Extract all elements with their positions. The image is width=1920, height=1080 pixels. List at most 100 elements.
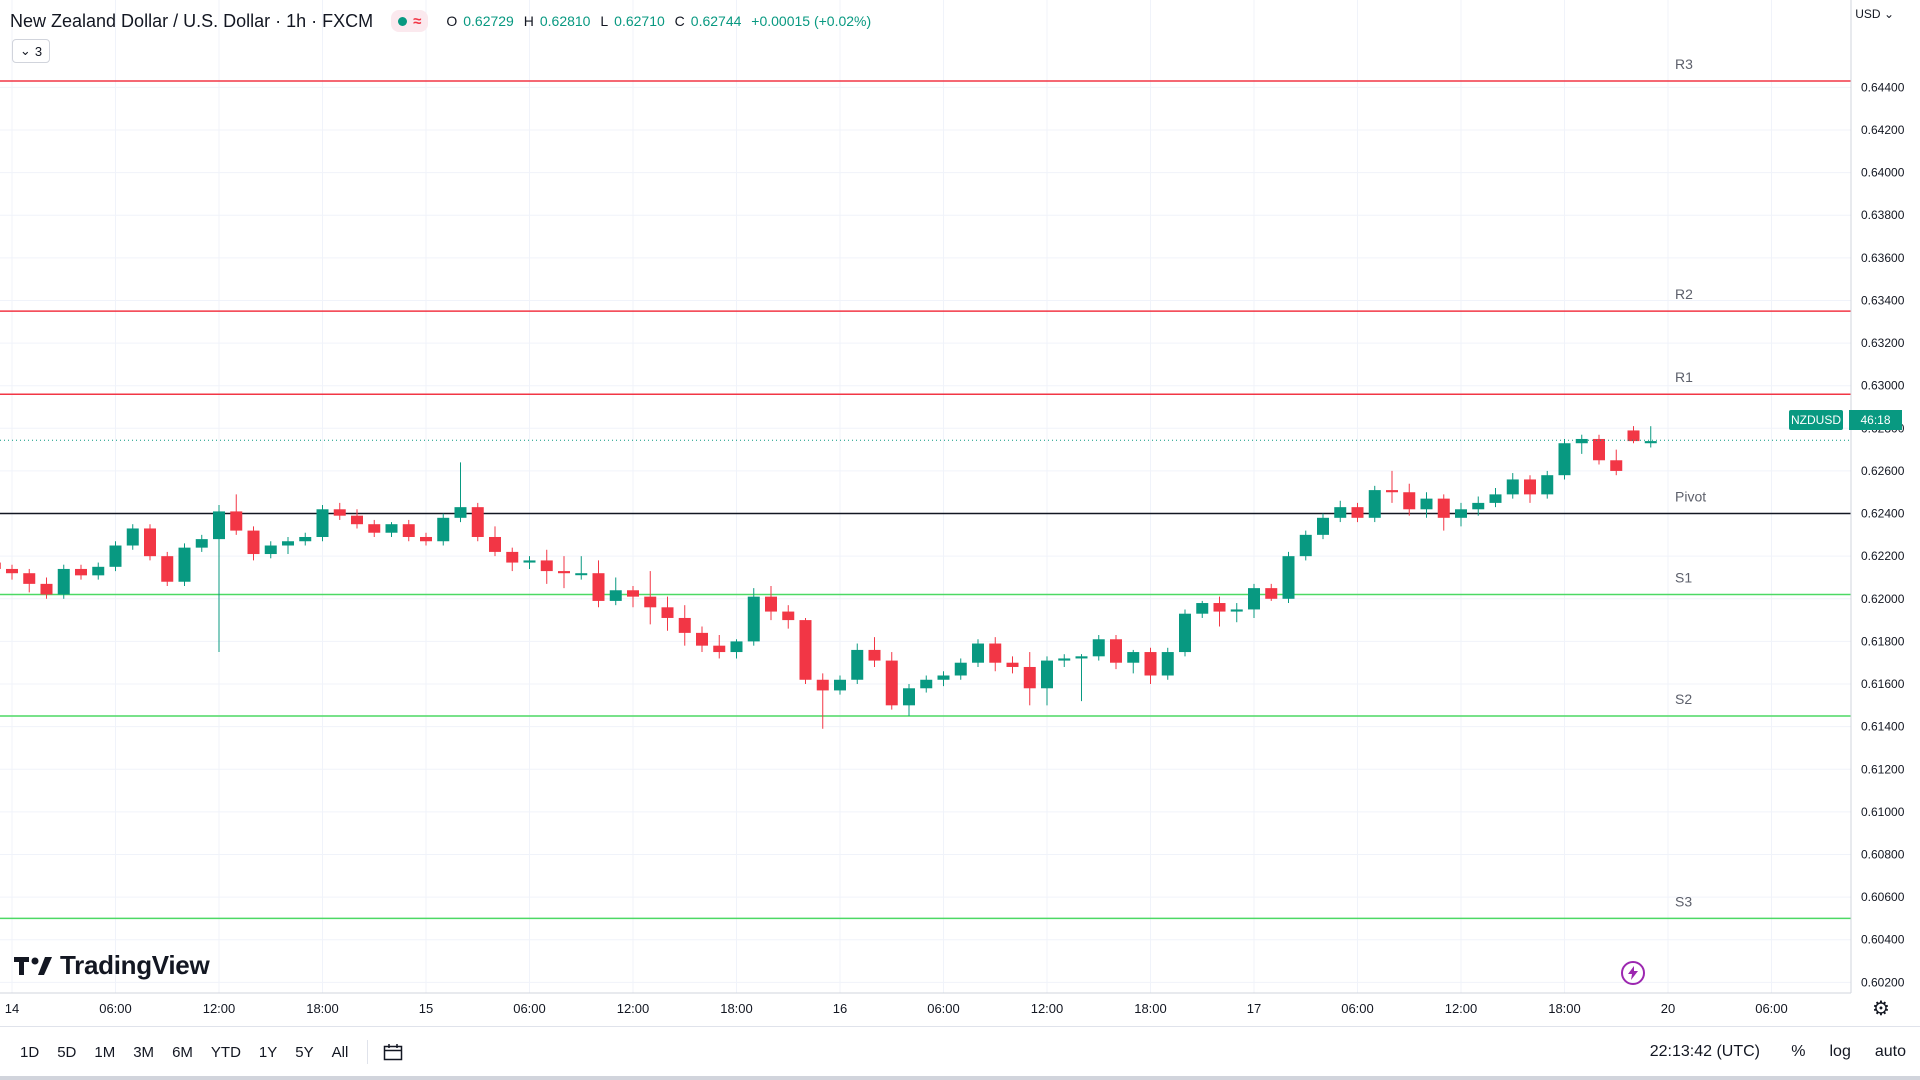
ohlc-values: O 0.62729 H 0.62810 L 0.62710 C 0.62744 +0.0…	[446, 13, 871, 29]
period-1y[interactable]: 1Y	[258, 1043, 278, 1061]
bottom-toolbar: 1D 5D 1M 3M 6M YTD 1Y 5Y All 22:13:42 (U…	[0, 1026, 1920, 1077]
tradingview-watermark[interactable]: TradingView	[14, 950, 210, 981]
candle-body	[230, 511, 243, 531]
candle-body	[1575, 438, 1588, 444]
pivot-level-label: S1	[1675, 570, 1692, 586]
period-all[interactable]: All	[331, 1043, 349, 1061]
price-tick-label: 0.60800	[1861, 847, 1905, 861]
candle-body	[0, 562, 1, 569]
candle-body	[144, 528, 156, 557]
time-tick-label: 06:00	[1341, 1001, 1374, 1016]
indicators-collapse-button[interactable]: ⌄ 3	[12, 39, 50, 63]
utc-clock[interactable]: 22:13:42 (UTC)	[1649, 1043, 1760, 1060]
period-buttons: 1D 5D 1M 3M 6M YTD 1Y 5Y All	[11, 1037, 357, 1067]
calendar-range-icon[interactable]	[382, 1041, 404, 1063]
candle-body	[213, 511, 225, 540]
price-tick-label: 0.63400	[1861, 293, 1905, 307]
candle-body	[1127, 652, 1140, 663]
price-tick-label: 0.60200	[1861, 975, 1905, 989]
close-label: C	[674, 13, 685, 29]
time-tick-label: 14	[5, 1001, 19, 1016]
price-tick-label: 0.61400	[1861, 720, 1905, 734]
scale-controls: % log auto	[1791, 1043, 1906, 1061]
time-tick-label: 06:00	[927, 1001, 960, 1016]
bottom-strip	[0, 1076, 1920, 1080]
candle-body	[178, 547, 191, 582]
price-tick-label: 0.62400	[1861, 507, 1905, 521]
candle-body	[109, 545, 122, 567]
candle-body	[471, 507, 484, 537]
candle-body	[1006, 662, 1019, 667]
candle-body	[678, 617, 691, 633]
candle-body	[834, 679, 846, 691]
lightning-icon[interactable]	[1621, 961, 1645, 985]
candle-body	[75, 568, 87, 576]
period-6m[interactable]: 6M	[172, 1043, 193, 1061]
time-tick-label: 12:00	[203, 1001, 236, 1016]
candle-body	[1403, 492, 1416, 510]
symbol-price-badge: NZDUSD	[1789, 410, 1843, 430]
time-tick-label: 18:00	[1134, 1001, 1167, 1016]
symbol-legend[interactable]: New Zealand Dollar / U.S. Dollar · 1h · …	[10, 8, 871, 34]
time-tick-label: 12:00	[1445, 1001, 1478, 1016]
high-value: 0.62810	[539, 13, 591, 29]
candle-body	[282, 541, 294, 546]
symbol-title[interactable]: New Zealand Dollar / U.S. Dollar · 1h · …	[10, 10, 374, 31]
price-tick-label: 0.64000	[1861, 166, 1905, 180]
candle-body	[1282, 556, 1295, 599]
candle-body	[816, 679, 829, 691]
close-value: 0.62744	[690, 13, 742, 29]
price-tick-label: 0.61000	[1861, 805, 1905, 819]
candle-body	[575, 573, 588, 576]
candle-body	[1506, 479, 1519, 495]
price-tick-label: 0.60600	[1861, 890, 1905, 904]
candle-body	[1351, 507, 1364, 518]
candle-body	[454, 507, 467, 518]
candle-body	[920, 679, 933, 689]
candle-body	[885, 660, 898, 706]
grid-lines	[0, 0, 1851, 993]
percent-scale-toggle[interactable]: %	[1791, 1043, 1806, 1060]
candle-body	[316, 509, 329, 537]
period-ytd[interactable]: YTD	[210, 1043, 241, 1061]
candle-body	[1472, 502, 1485, 510]
candle-body	[954, 662, 967, 676]
candle-body	[540, 560, 553, 572]
price-tick-label: 0.63000	[1861, 379, 1905, 393]
price-tick-label: 0.60400	[1861, 933, 1905, 947]
candle-body	[1110, 639, 1122, 663]
candle-body	[1455, 509, 1467, 518]
currency-selector[interactable]: USD ⌄	[1855, 7, 1894, 21]
period-3m[interactable]: 3M	[133, 1043, 155, 1061]
auto-scale-toggle[interactable]: auto	[1874, 1043, 1906, 1060]
market-status-pill[interactable]: ≈	[391, 10, 429, 32]
candle-body	[23, 573, 36, 584]
candle-body	[1386, 490, 1398, 493]
candle-body	[1023, 666, 1036, 689]
period-1m[interactable]: 1M	[94, 1043, 116, 1061]
period-5d[interactable]: 5D	[57, 1043, 77, 1061]
pivot-level-label: R3	[1675, 56, 1693, 72]
candle-body	[1299, 534, 1312, 557]
time-axis[interactable]: 14 06:00 12:00 18:00 15 06:00 12:00 18:00 16 06:0…	[5, 1001, 1788, 1016]
price-axis[interactable]: 0.60200 0.60400 0.60600 0.60800 0.61000 0.612…	[1861, 80, 1905, 989]
price-tick-label: 0.63600	[1861, 251, 1905, 265]
period-1d[interactable]: 1D	[20, 1043, 40, 1061]
candle-body	[1524, 479, 1536, 495]
gear-icon[interactable]: ⚙	[1872, 997, 1890, 1020]
candle-body	[1644, 441, 1657, 444]
candle-body	[1230, 609, 1243, 612]
candle-body	[989, 643, 1002, 663]
period-5y[interactable]: 5Y	[295, 1043, 314, 1061]
candle-body	[506, 551, 519, 563]
candle-body	[264, 545, 277, 555]
candle-body	[402, 524, 415, 537]
bar-countdown-badge: 46:18	[1849, 410, 1902, 430]
time-tick-label: 06:00	[1755, 1001, 1788, 1016]
currency-label: USD	[1855, 7, 1881, 21]
candle-body	[1265, 588, 1278, 599]
log-scale-toggle[interactable]: log	[1829, 1043, 1851, 1060]
candle-body	[1213, 603, 1226, 612]
time-tick-label: 18:00	[720, 1001, 753, 1016]
